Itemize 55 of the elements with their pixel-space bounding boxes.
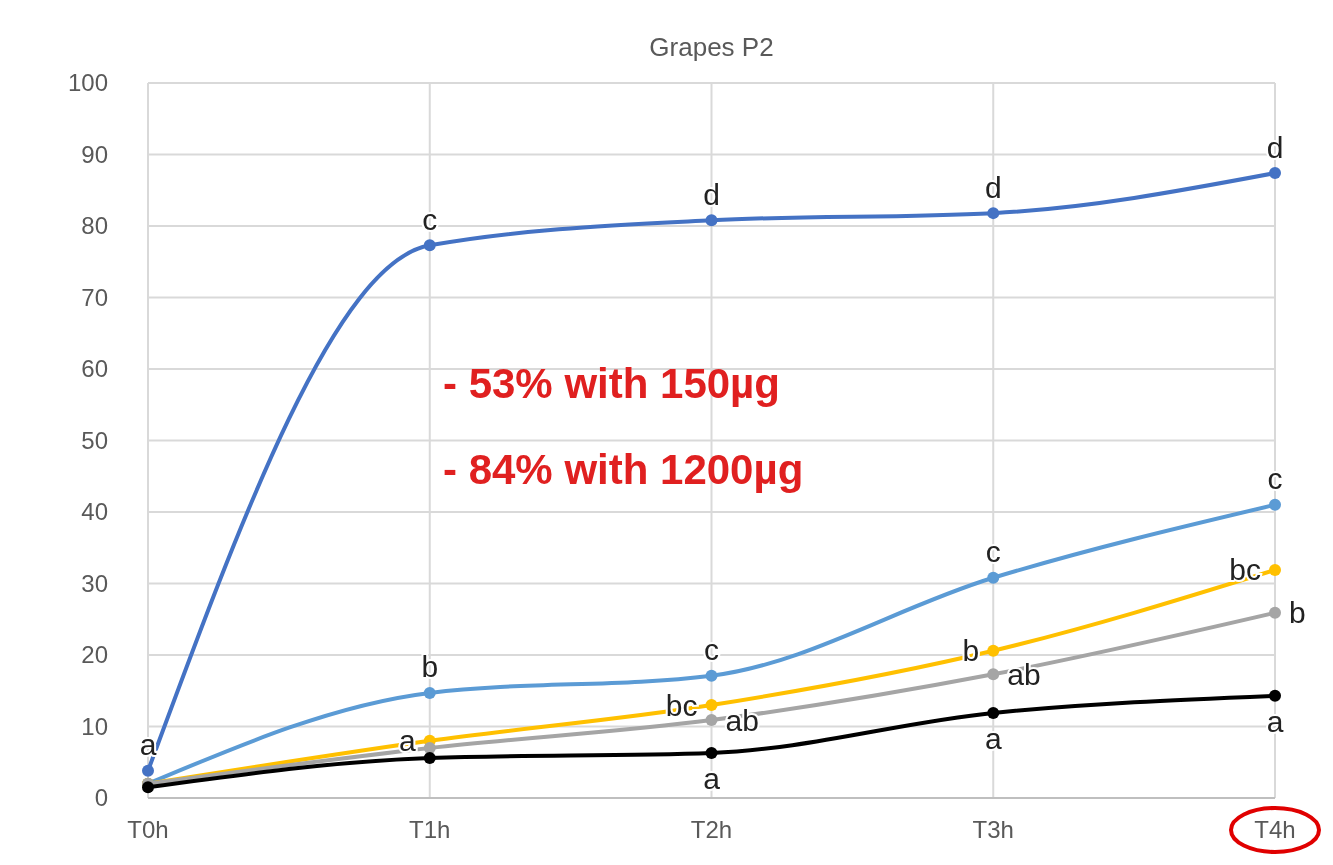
point	[423, 686, 436, 699]
point	[1269, 498, 1281, 511]
point	[423, 239, 436, 252]
point	[705, 214, 718, 227]
annotation: b	[421, 650, 439, 684]
annotation: - 53% with 150µg	[443, 360, 780, 407]
point	[1269, 563, 1281, 576]
chart-title: Grapes P2	[649, 32, 774, 62]
y-tick-label: 30	[81, 569, 108, 597]
annotation: d	[1266, 130, 1284, 164]
annotation: - 84% with 1200µg	[443, 445, 804, 493]
point	[142, 781, 154, 794]
y-tick-label: 0	[94, 784, 108, 812]
annotation: c	[704, 633, 719, 667]
x-tick-label: T3h	[972, 816, 1014, 843]
y-tick-label: 10	[81, 712, 108, 740]
point	[987, 644, 1000, 657]
y-tick-label: 100	[67, 69, 108, 97]
y-tick-label: 70	[81, 283, 108, 311]
point	[705, 746, 718, 759]
annotation: c	[1267, 462, 1283, 496]
y-tick-label: 40	[81, 498, 108, 526]
point	[423, 741, 436, 754]
point	[423, 751, 436, 764]
y-tick-label: 20	[81, 641, 108, 669]
point	[705, 714, 718, 727]
annotation: ab	[1007, 657, 1041, 691]
point	[1269, 689, 1281, 702]
annotation: a	[703, 762, 721, 796]
annotation: ab	[725, 703, 759, 737]
annotation: d	[703, 177, 720, 211]
point	[1269, 606, 1281, 619]
y-tick-label: 50	[81, 426, 108, 454]
y-tick-label: 60	[81, 355, 108, 383]
point	[987, 668, 1000, 681]
point	[987, 706, 1000, 719]
annotation: c	[422, 202, 438, 236]
point	[705, 669, 718, 682]
x-tick-label: T2h	[690, 816, 733, 843]
annotation: c	[985, 535, 1001, 569]
x-tick-label: T4h	[1254, 816, 1296, 843]
annotation: b	[1289, 596, 1306, 630]
point	[705, 699, 718, 712]
annotation: a	[139, 728, 157, 762]
point	[1269, 167, 1281, 180]
point	[987, 571, 1000, 584]
annotation: a	[1266, 705, 1284, 739]
point	[987, 207, 1000, 220]
y-tick-label: 90	[81, 140, 108, 168]
x-tick-label: T0h	[127, 816, 169, 843]
x-tick-label: T1h	[409, 816, 451, 843]
annotation: d	[984, 170, 1002, 204]
annotation: a	[984, 722, 1002, 756]
point	[142, 764, 154, 777]
y-tick-label: 80	[81, 212, 108, 240]
